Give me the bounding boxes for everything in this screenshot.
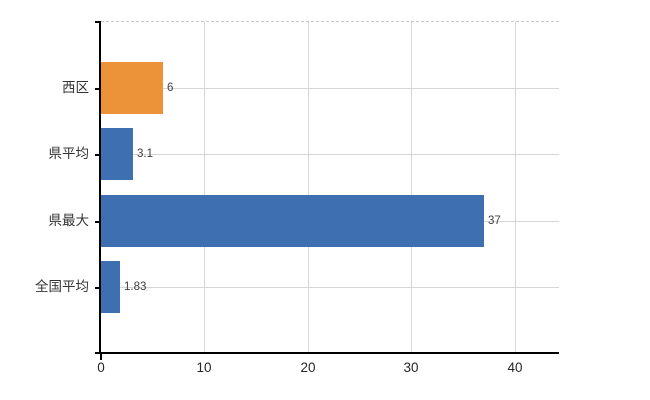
grid-line-horizontal	[102, 154, 559, 155]
grid-line-vertical	[515, 22, 516, 352]
grid-line-vertical	[308, 22, 309, 352]
bar-value-label: 1.83	[124, 281, 147, 293]
bar-西区	[101, 62, 163, 114]
y-axis-tick	[95, 287, 101, 289]
grid-line-horizontal	[102, 88, 559, 89]
x-tick-label: 30	[403, 360, 419, 375]
y-axis-tick	[95, 88, 101, 90]
x-tick-label: 20	[300, 360, 316, 375]
bar-県平均	[101, 128, 133, 180]
y-axis-tick	[95, 221, 101, 223]
grid-line-vertical	[204, 22, 205, 352]
bar-value-label: 3.1	[137, 148, 153, 160]
bar-全国平均	[101, 261, 120, 313]
grid-line-vertical	[411, 22, 412, 352]
plot-area-top-border	[101, 21, 559, 22]
bar-value-label: 6	[167, 82, 174, 94]
x-tick-label: 0	[97, 360, 105, 375]
x-tick-label: 10	[196, 360, 212, 375]
x-axis-tick	[100, 354, 102, 360]
y-axis-tick	[95, 21, 101, 23]
category-label: 西区	[62, 80, 89, 95]
x-tick-label: 40	[507, 360, 523, 375]
y-axis-tick	[95, 154, 101, 156]
category-label: 全国平均	[35, 279, 89, 294]
category-label: 県最大	[48, 213, 90, 228]
bar-県最大	[101, 195, 484, 247]
bar-value-label: 37	[488, 215, 501, 227]
grid-line-horizontal	[102, 287, 559, 288]
y-axis-line	[99, 22, 101, 353]
x-axis-line	[95, 352, 559, 354]
category-label: 県平均	[48, 146, 90, 161]
